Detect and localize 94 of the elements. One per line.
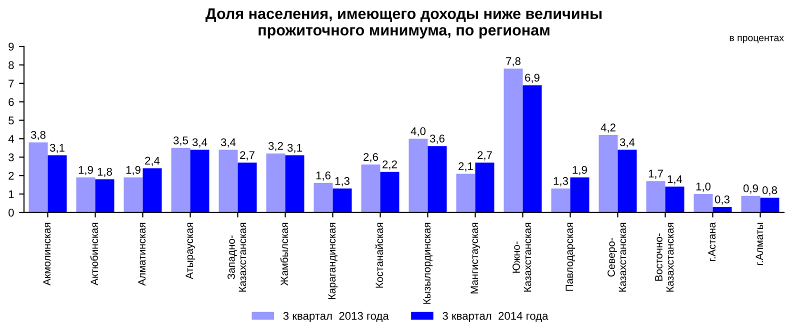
- bar: [28, 142, 48, 212]
- data-label: 0,3: [714, 195, 730, 205]
- data-label: 1,4: [668, 175, 682, 184]
- data-label: 2,2: [382, 160, 397, 170]
- data-label: 1,6: [316, 172, 330, 181]
- x-tick-label: Жамбылская: [280, 222, 288, 286]
- data-label: 2,1: [458, 162, 473, 172]
- data-label: 7,8: [506, 57, 520, 66]
- y-tick-label: 3: [8, 153, 14, 162]
- data-label: 0,9: [743, 184, 758, 194]
- x-tick-label: Западно- Казахстанская: [228, 222, 246, 292]
- data-label: 2,7: [240, 151, 254, 160]
- x-tick-label: Алматинская: [138, 222, 146, 286]
- x-tick-label: Кызылординская: [423, 222, 433, 304]
- bar: [741, 196, 760, 212]
- data-label: 2,7: [478, 151, 492, 160]
- bar: [712, 206, 732, 212]
- bar: [266, 153, 286, 212]
- data-label: 3,2: [268, 142, 283, 152]
- bar: [760, 198, 780, 212]
- bar: [218, 150, 238, 212]
- x-tick-label: г.Алматы: [756, 222, 764, 265]
- data-label: 1,7: [648, 170, 663, 179]
- data-label: 3,1: [287, 144, 302, 154]
- bar: [646, 181, 666, 212]
- bar: [361, 164, 380, 212]
- data-label: 4,0: [410, 127, 426, 136]
- bar: [380, 172, 400, 212]
- x-tick-label: Актюбинская: [90, 222, 98, 286]
- data-label: 1,9: [126, 166, 140, 176]
- x-tick-label: Восточно- Казахстанская: [655, 222, 674, 292]
- bar: [475, 162, 494, 212]
- bar: [570, 177, 590, 212]
- text: в процентах: [730, 36, 784, 44]
- bar: [124, 177, 143, 212]
- x-tick-label: Северо- Казахстанская: [608, 222, 626, 292]
- chart-title: Доля населения, имеющего доходы ниже величины прожиточного минимума, по регионам: [206, 8, 602, 39]
- bar: [171, 148, 190, 212]
- bar: [665, 186, 684, 212]
- data-label: 1,3: [554, 177, 568, 186]
- data-label: 3,1: [50, 144, 64, 154]
- y-tick-label: 6: [8, 98, 14, 106]
- bar: [76, 177, 96, 212]
- bar: [456, 174, 476, 212]
- y-tick-label: 2: [8, 172, 14, 180]
- x-tick-label: Мангистауская: [470, 222, 480, 294]
- y-tick-label: 4: [8, 135, 14, 143]
- bar: [190, 150, 210, 212]
- y-tick-label: 5: [8, 116, 14, 124]
- data-label: 2,4: [145, 156, 160, 166]
- data-label: 3,4: [192, 138, 208, 148]
- data-label: 3,4: [220, 138, 236, 148]
- x-tick-label: Павлодарская: [566, 222, 576, 291]
- bar: [504, 68, 523, 212]
- bar: [48, 155, 67, 212]
- bar: [694, 194, 713, 212]
- bar: [598, 135, 618, 212]
- data-label: 6,9: [525, 74, 540, 83]
- data-label: 1,9: [78, 166, 93, 176]
- data-label: 1,3: [335, 177, 350, 186]
- y-tick-label: 8: [8, 61, 14, 70]
- y-tick-label: 1: [8, 190, 14, 198]
- bar: [408, 138, 428, 212]
- bar: [285, 155, 304, 212]
- data-label: 4,2: [600, 124, 616, 133]
- data-label: 0,8: [762, 186, 777, 196]
- data-label: 1,0: [696, 182, 711, 192]
- bar: [522, 85, 542, 212]
- y-tick-label: 7: [8, 80, 14, 88]
- x-tick-label: Южно- Казахстанская: [512, 222, 532, 292]
- data-label: 3,8: [30, 130, 46, 140]
- x-tick-label: Атырауская: [186, 222, 196, 280]
- data-label: 3,5: [173, 136, 188, 146]
- x-tick-label: Костанайская: [375, 222, 384, 288]
- data-label: 3,6: [430, 134, 444, 144]
- x-tick-label: Акмолинская: [43, 222, 51, 286]
- bar: [618, 150, 637, 212]
- bar: [95, 179, 114, 212]
- data-label: 3,4: [620, 138, 635, 148]
- x-tick-label: Карагандинская: [328, 222, 338, 299]
- data-label: 1,8: [98, 168, 112, 178]
- bar: [428, 146, 447, 212]
- data-label: 2,6: [364, 153, 378, 162]
- legend-label: 3 квартал 2014 года: [442, 312, 548, 322]
- bar: [238, 162, 257, 212]
- legend-label: 3 квартал 2013 года: [283, 312, 389, 322]
- data-label: 1,9: [572, 166, 587, 176]
- y-tick-label: 0: [8, 208, 14, 217]
- bar: [314, 182, 333, 212]
- bar: [332, 188, 352, 212]
- y-tick-label: 9: [8, 42, 14, 51]
- bar: [142, 168, 162, 212]
- bar: [551, 188, 570, 212]
- x-tick-label: г.Астана: [708, 222, 716, 262]
